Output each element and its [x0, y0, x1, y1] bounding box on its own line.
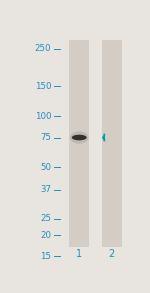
Ellipse shape [72, 135, 87, 140]
Text: 37: 37 [40, 185, 51, 194]
Text: 2: 2 [109, 249, 115, 259]
Text: 50: 50 [40, 163, 51, 172]
Ellipse shape [70, 131, 88, 144]
Text: 100: 100 [35, 112, 51, 121]
Text: 150: 150 [35, 82, 51, 91]
Text: 1: 1 [76, 249, 82, 259]
Text: 75: 75 [40, 133, 51, 142]
Text: 20: 20 [40, 231, 51, 240]
FancyBboxPatch shape [69, 40, 89, 247]
Text: 250: 250 [35, 44, 51, 53]
Text: 25: 25 [40, 214, 51, 223]
Text: 15: 15 [40, 252, 51, 261]
FancyBboxPatch shape [102, 40, 122, 247]
